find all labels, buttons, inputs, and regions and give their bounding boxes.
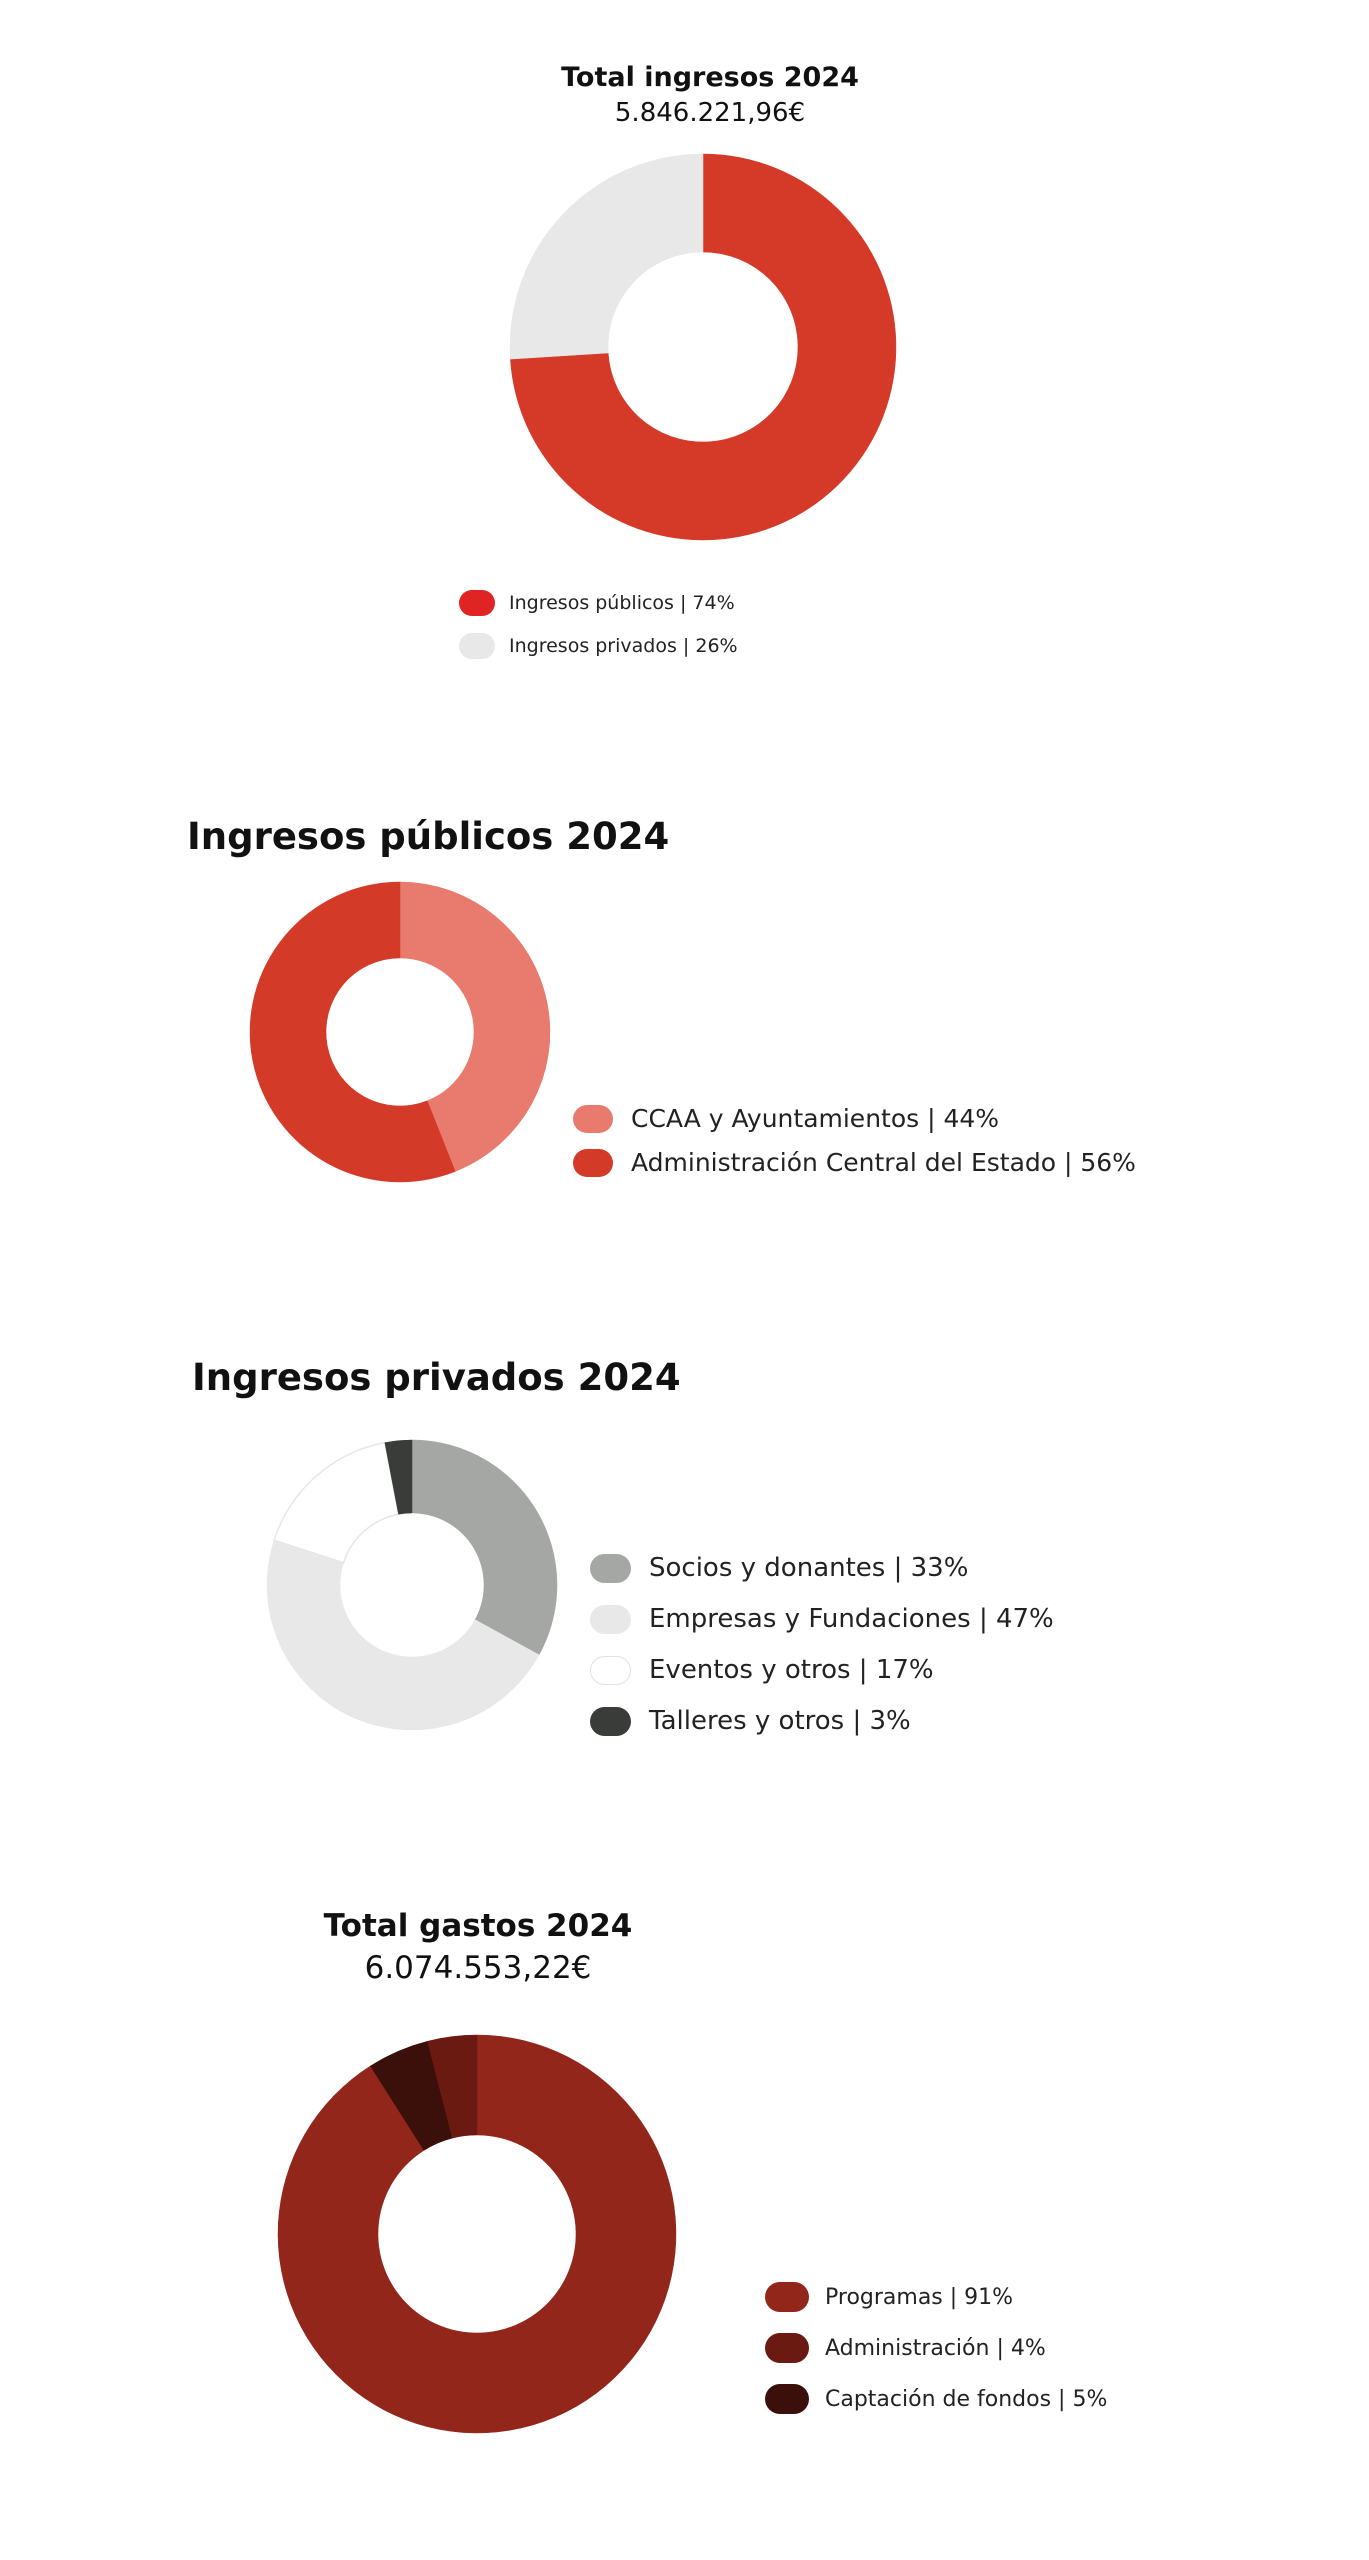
- chart1-legend-item-1: Ingresos públicos | 74%: [459, 590, 735, 616]
- chart4-legend-item-1: Programas | 91%: [765, 2282, 1013, 2312]
- legend-label: Socios y donantes | 33%: [649, 1553, 969, 1583]
- legend-swatch: [459, 633, 495, 659]
- legend-label: Administración Central del Estado | 56%: [631, 1148, 1136, 1177]
- legend-swatch: [459, 590, 495, 616]
- chart4-slice-2: [370, 2040, 453, 2151]
- chart3-slice-2: [266, 1539, 540, 1731]
- chart2-slice-1: [399, 881, 551, 1172]
- chart3-legend-item-2: Empresas y Fundaciones | 47%: [590, 1604, 1054, 1634]
- chart4-slice-1: [277, 2034, 677, 2434]
- chart4-total: 6.074.553,22€: [364, 1950, 592, 1986]
- legend-swatch: [765, 2333, 809, 2363]
- chart1-slice-1: [510, 153, 897, 541]
- chart1-slice-2: [509, 153, 704, 360]
- legend-swatch: [765, 2282, 809, 2312]
- legend-label: Ingresos públicos | 74%: [509, 592, 735, 614]
- chart4-title: Total gastos 2024: [323, 1908, 633, 1944]
- chart2-legend-item-2: Administración Central del Estado | 56%: [573, 1148, 1136, 1177]
- legend-swatch: [590, 1706, 631, 1736]
- chart1-legend-item-2: Ingresos privados | 26%: [459, 633, 738, 659]
- chart4-legend-item-3: Captación de fondos | 5%: [765, 2384, 1107, 2414]
- chart3-slice-1: [411, 1439, 558, 1656]
- chart4-slice-3: [427, 2034, 478, 2139]
- chart2-title: Ingresos públicos 2024: [187, 815, 670, 858]
- chart4-legend-item-2: Administración | 4%: [765, 2333, 1046, 2363]
- legend-label: Programas | 91%: [825, 2284, 1014, 2310]
- chart3-legend-item-1: Socios y donantes | 33%: [590, 1553, 968, 1583]
- chart1-total: 5.846.221,96€: [614, 98, 806, 128]
- legend-label: Empresas y Fundaciones | 47%: [649, 1604, 1054, 1634]
- legend-label: Captación de fondos | 5%: [825, 2386, 1108, 2412]
- legend-swatch: [573, 1148, 613, 1177]
- chart3-slice-3: [273, 1441, 400, 1564]
- legend-label: CCAA y Ayuntamientos | 44%: [631, 1104, 1000, 1133]
- legend-label: Talleres y otros | 3%: [649, 1706, 911, 1736]
- chart3-title: Ingresos privados 2024: [192, 1356, 681, 1399]
- legend-label: Administración | 4%: [825, 2335, 1046, 2361]
- legend-swatch: [590, 1604, 631, 1634]
- legend-swatch: [765, 2384, 809, 2414]
- legend-label: Eventos y otros | 17%: [649, 1655, 934, 1685]
- chart3-legend-item-4: Talleres y otros | 3%: [590, 1706, 911, 1736]
- chart2-legend-item-1: CCAA y Ayuntamientos | 44%: [573, 1104, 999, 1133]
- legend-swatch: [573, 1104, 613, 1133]
- legend-swatch: [590, 1655, 631, 1685]
- chart3-legend-item-3: Eventos y otros | 17%: [590, 1655, 934, 1685]
- legend-label: Ingresos privados | 26%: [509, 635, 738, 657]
- chart1-title: Total ingresos 2024: [561, 62, 859, 93]
- chart2-slice-2: [249, 881, 456, 1183]
- chart3-slice-4: [384, 1439, 413, 1515]
- legend-swatch: [590, 1553, 631, 1583]
